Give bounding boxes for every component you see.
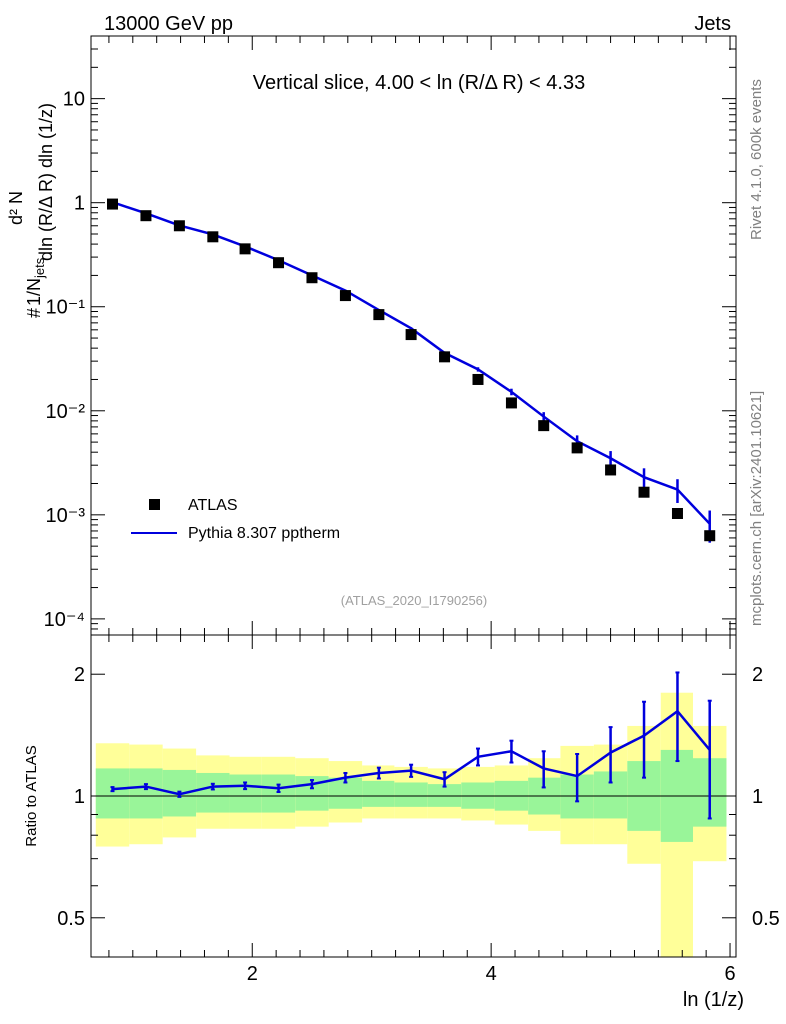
- atlas-marker: [405, 329, 417, 341]
- y-axis-label-top: #1/Njets d² N dln (R/Δ R) dln (1/z): [6, 103, 56, 318]
- x-tick-label: 6: [724, 963, 735, 985]
- x-axis-label: ln (1/z): [683, 989, 744, 1011]
- atlas-marker: [605, 464, 617, 476]
- y-tick-label-top: 10: [63, 89, 85, 111]
- band-inner: [196, 772, 230, 813]
- y-tick-label-ratio-left: 2: [74, 664, 85, 686]
- y-tick-label-top: 1: [74, 193, 85, 215]
- header-left: 13000 GeV pp: [104, 13, 233, 35]
- chart-title: Vertical slice, 4.00 < ln (R/Δ R) < 4.33: [253, 72, 585, 94]
- analysis-watermark: (ATLAS_2020_I1790256): [341, 593, 487, 608]
- atlas-marker: [472, 373, 484, 385]
- atlas-marker: [439, 351, 451, 363]
- y-axis-label-ratio: Ratio to ATLAS: [23, 745, 40, 846]
- atlas-marker: [239, 243, 251, 255]
- x-tick-label: 4: [486, 963, 497, 985]
- y-tick-label-ratio-right: 0.5: [752, 908, 780, 930]
- legend: ATLAS Pythia 8.307 pptherm: [131, 497, 340, 542]
- atlas-marker: [273, 257, 285, 269]
- ylabel-frac-2: 1/N: [24, 278, 44, 306]
- band-inner: [261, 774, 296, 813]
- ratio-line: [112, 709, 711, 796]
- ylabel-numerator: d² N: [6, 191, 26, 225]
- atlas-marker: [339, 290, 351, 302]
- atlas-marker: [173, 220, 185, 232]
- band-inner: [394, 782, 428, 807]
- atlas-marker: [306, 272, 318, 284]
- band-inner: [362, 780, 395, 807]
- y-tick-label-top: 10⁻³: [46, 505, 86, 527]
- atlas-marker: [107, 198, 118, 210]
- y-tick-label-top: 10⁻¹: [46, 297, 86, 319]
- y-tick-label-ratio-right: 2: [752, 664, 763, 686]
- ylabel-frac-3: jets: [32, 257, 47, 279]
- svg-text:#1/Njets: #1/Njets: [24, 257, 47, 318]
- legend-atlas-label: ATLAS: [188, 497, 238, 514]
- ylabel-denominator: dln (R/Δ R) dln (1/z): [36, 103, 56, 261]
- mcplots-label: mcplots.cern.ch [arXiv:2401.10621]: [748, 391, 765, 626]
- band-inner: [229, 774, 262, 813]
- atlas-marker: [207, 231, 219, 243]
- atlas-marker: [671, 507, 683, 519]
- atlas-marker: [505, 397, 517, 409]
- header-right: Jets: [694, 13, 731, 35]
- atlas-marker: [373, 309, 385, 321]
- atlas-marker: [140, 210, 152, 222]
- band-inner: [129, 768, 163, 819]
- y-tick-label-top: 10⁻²: [46, 401, 86, 423]
- band-inner: [427, 784, 462, 807]
- rivet-label: Rivet 4.1.0, 600k events: [748, 79, 765, 240]
- y-tick-label-ratio-left: 0.5: [57, 908, 85, 930]
- x-tick-label: 2: [247, 963, 258, 985]
- legend-pythia-label: Pythia 8.307 pptherm: [188, 525, 340, 542]
- atlas-marker: [638, 486, 650, 498]
- pythia-line: [112, 201, 711, 525]
- band-inner: [95, 768, 130, 819]
- ylabel-frac-1: #: [24, 308, 44, 318]
- atlas-marker: [704, 530, 716, 542]
- atlas-marker: [571, 442, 583, 454]
- legend-atlas-marker: [149, 499, 160, 510]
- y-tick-label-ratio-right: 1: [752, 786, 763, 808]
- y-tick-label-top: 10⁻⁴: [44, 609, 85, 631]
- y-tick-label-ratio-left: 1: [74, 786, 85, 808]
- atlas-marker: [538, 420, 550, 432]
